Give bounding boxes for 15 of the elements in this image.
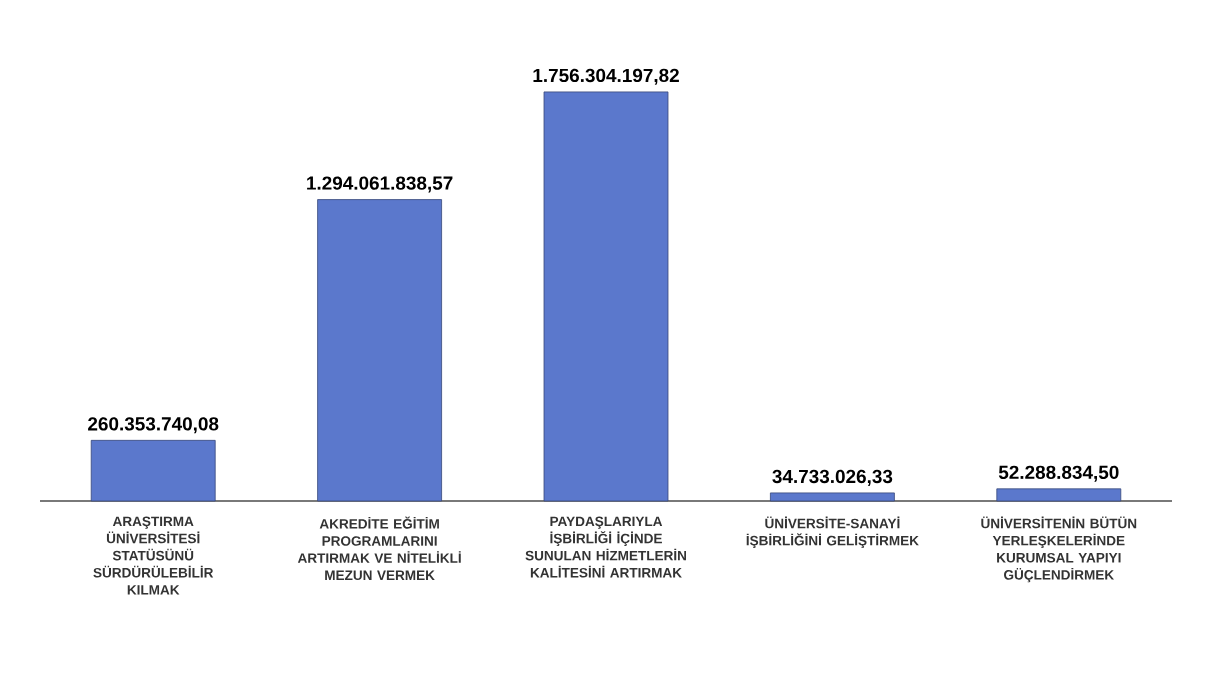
bar [770, 492, 895, 502]
data-label: 1.294.061.838,57 [307, 176, 453, 193]
x-tick-label: ÜNİVERSİTE-SANAYİ İŞBİRLİĞİNİ GELİŞTİRMEK [746, 516, 919, 549]
data-label: 34.733.026,33 [772, 469, 893, 486]
data-label: 1.756.304.197,82 [533, 68, 679, 85]
x-tick-label: ARAŞTIRMA ÜNİVERSİTESİ STATÜSÜNÜ SÜRDÜRÜLEBİLİR KILMAK [93, 516, 214, 595]
bar [996, 488, 1122, 502]
bar [543, 91, 669, 502]
data-label: 260.353.740,08 [88, 417, 219, 434]
bar [317, 199, 442, 502]
bar [90, 439, 216, 502]
x-tick-label: PAYDAŞLARIYLA İŞBİRLİĞİ İÇİNDE SUNULAN HİZMETLERİN KALİTESİNİ ARTIRMAK [525, 516, 686, 578]
x-tick-label: AKREDİTE EĞİTİM PROGRAMLARINI ARTIRMAK VE NİTELİKLİ MEZUN VERMEK [297, 516, 461, 581]
x-tick-label: ÜNİVERSİTENİN BÜTÜN YERLEŞKELERİNDE KURUMSAL YAPIYI GÜÇLENDİRMEK [981, 516, 1137, 583]
data-label: 52.288.834,50 [998, 465, 1119, 482]
